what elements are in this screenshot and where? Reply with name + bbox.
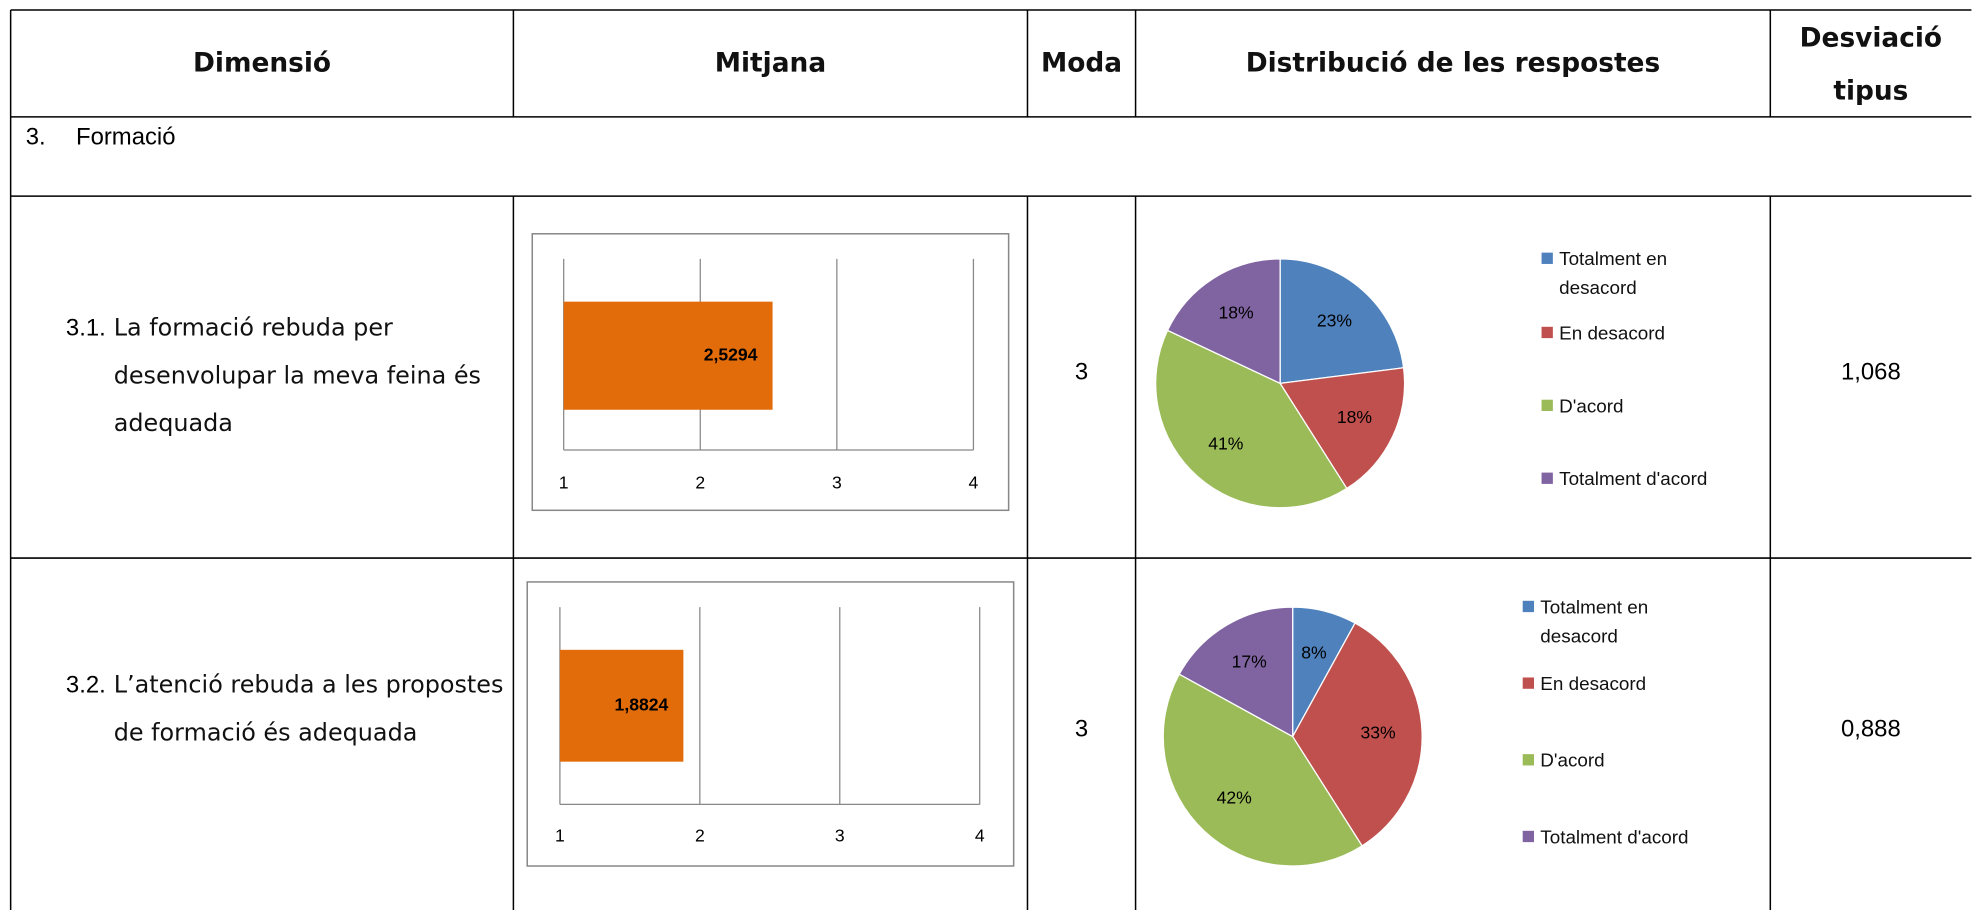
section-number: 3. xyxy=(26,124,46,151)
legend-label-box: D'acord xyxy=(1540,750,1605,772)
header-cell: Distribució de les respostes xyxy=(1245,47,1661,78)
bar-value-label: 2,5294 xyxy=(704,344,758,364)
section-label: Formació xyxy=(76,124,176,151)
header-cell-box: Desviació tipus xyxy=(1799,21,1943,105)
pie-label: 18% xyxy=(1337,407,1372,427)
x-tick-label: 3 xyxy=(835,826,845,846)
legend-swatch xyxy=(1522,677,1535,689)
pie-label: 8% xyxy=(1301,642,1326,662)
header-cell: Moda xyxy=(1040,47,1123,78)
legend-label: Totalment d'acord xyxy=(1559,468,1708,491)
row-dimension: La formació rebuda per desenvolupar la m… xyxy=(113,314,481,438)
legend-label-box: En desacord xyxy=(1559,323,1666,345)
legend-label: En desacord xyxy=(1540,673,1647,696)
legend-label-box: D'acord xyxy=(1559,395,1624,418)
legend-swatch xyxy=(1541,399,1553,412)
legend-label-box: Totalment en desacord xyxy=(1540,597,1649,648)
legend-swatch xyxy=(1541,472,1553,484)
legend-label-box: Totalment d'acord xyxy=(1559,468,1708,491)
header-cell-box: Dimensió xyxy=(192,47,332,78)
x-tick-label: 3 xyxy=(832,473,842,493)
row-number: 3.2. xyxy=(66,672,106,699)
x-tick-label: 4 xyxy=(969,473,979,493)
pie-slice xyxy=(1279,258,1405,385)
bar xyxy=(559,649,684,762)
legend-label-box: Totalment en desacord xyxy=(1559,248,1668,300)
header-cell: Desviació tipus xyxy=(1799,21,1943,105)
legend-swatch xyxy=(1541,252,1553,264)
pie-slice xyxy=(1178,606,1294,738)
moda: 3 xyxy=(1075,359,1088,386)
legend-label: Totalment d'acord xyxy=(1540,827,1689,849)
moda: 3 xyxy=(1075,716,1088,743)
legend-label-box: Totalment d'acord xyxy=(1540,827,1689,849)
desviacio: 0,888 xyxy=(1841,716,1901,743)
header-cell: Mitjana xyxy=(714,47,827,78)
pie-label: 41% xyxy=(1208,434,1243,454)
header-cell: Dimensió xyxy=(192,47,332,78)
pie-slice xyxy=(1162,673,1363,867)
x-tick-label: 2 xyxy=(695,826,705,846)
row-dimension-box: L’atenció rebuda a les propostes de form… xyxy=(113,671,504,747)
row-dimension: L’atenció rebuda a les propostes de form… xyxy=(113,671,504,747)
legend-label-box: En desacord xyxy=(1540,673,1647,696)
pie-slice xyxy=(1166,258,1281,385)
x-tick-label: 1 xyxy=(559,473,569,493)
pie-label: 23% xyxy=(1317,310,1352,330)
x-tick-label: 4 xyxy=(975,826,985,846)
row-dimension-box: La formació rebuda per desenvolupar la m… xyxy=(113,314,481,438)
legend-label: D'acord xyxy=(1540,750,1605,772)
pie-label: 42% xyxy=(1217,787,1252,807)
header-cell-box: Distribució de les respostes xyxy=(1245,47,1661,78)
legend-label: Totalment en desacord xyxy=(1540,597,1649,648)
legend-label: Totalment en desacord xyxy=(1559,248,1668,300)
legend-swatch xyxy=(1522,830,1535,843)
x-tick-label: 1 xyxy=(555,826,565,846)
legend-swatch xyxy=(1522,754,1535,766)
desviacio: 1,068 xyxy=(1841,359,1901,386)
legend-label: D'acord xyxy=(1559,395,1624,418)
pie-slice xyxy=(1155,329,1348,509)
pie-slice xyxy=(1291,622,1423,847)
legend-swatch xyxy=(1541,326,1553,339)
legend-swatch xyxy=(1522,600,1535,613)
x-tick-label: 2 xyxy=(695,473,705,493)
pie-label: 17% xyxy=(1232,652,1267,672)
pie-label: 18% xyxy=(1219,303,1254,323)
header-cell-box: Moda xyxy=(1040,47,1123,78)
row-number: 3.1. xyxy=(66,315,106,342)
legend-label: En desacord xyxy=(1559,323,1666,345)
pie-slice xyxy=(1279,367,1406,490)
bar xyxy=(563,301,773,410)
table-grid xyxy=(9,9,1972,910)
bar-value-label: 1,8824 xyxy=(615,694,669,714)
pie-label: 33% xyxy=(1360,723,1395,743)
header-cell-box: Mitjana xyxy=(714,47,827,78)
